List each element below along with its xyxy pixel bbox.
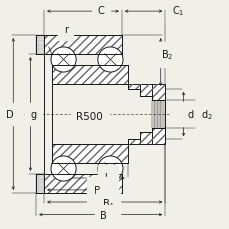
Polygon shape bbox=[52, 65, 127, 85]
Text: B: B bbox=[100, 210, 106, 220]
Polygon shape bbox=[151, 85, 165, 101]
Polygon shape bbox=[44, 174, 121, 193]
Polygon shape bbox=[36, 36, 44, 55]
Text: d$_2$: d$_2$ bbox=[200, 108, 211, 121]
Circle shape bbox=[51, 48, 76, 73]
Text: C: C bbox=[98, 6, 104, 16]
Text: D: D bbox=[6, 109, 14, 120]
Text: l$_g$: l$_g$ bbox=[103, 171, 112, 185]
Polygon shape bbox=[127, 139, 139, 144]
Text: C$_1$: C$_1$ bbox=[171, 4, 183, 18]
Polygon shape bbox=[139, 132, 151, 144]
Polygon shape bbox=[52, 144, 127, 164]
Text: B$_2$: B$_2$ bbox=[161, 49, 173, 62]
Circle shape bbox=[51, 156, 76, 181]
Text: r: r bbox=[64, 25, 68, 35]
Circle shape bbox=[97, 48, 123, 73]
Polygon shape bbox=[44, 36, 121, 55]
Text: B$_4$: B$_4$ bbox=[101, 196, 114, 210]
Text: g: g bbox=[31, 109, 37, 120]
Polygon shape bbox=[36, 174, 44, 193]
Text: d$_1$: d$_1$ bbox=[186, 108, 198, 121]
Text: B$_1$: B$_1$ bbox=[92, 183, 105, 197]
Polygon shape bbox=[139, 85, 151, 97]
Polygon shape bbox=[151, 128, 165, 144]
Polygon shape bbox=[127, 85, 139, 90]
Text: R500: R500 bbox=[76, 112, 103, 122]
Circle shape bbox=[97, 156, 123, 181]
